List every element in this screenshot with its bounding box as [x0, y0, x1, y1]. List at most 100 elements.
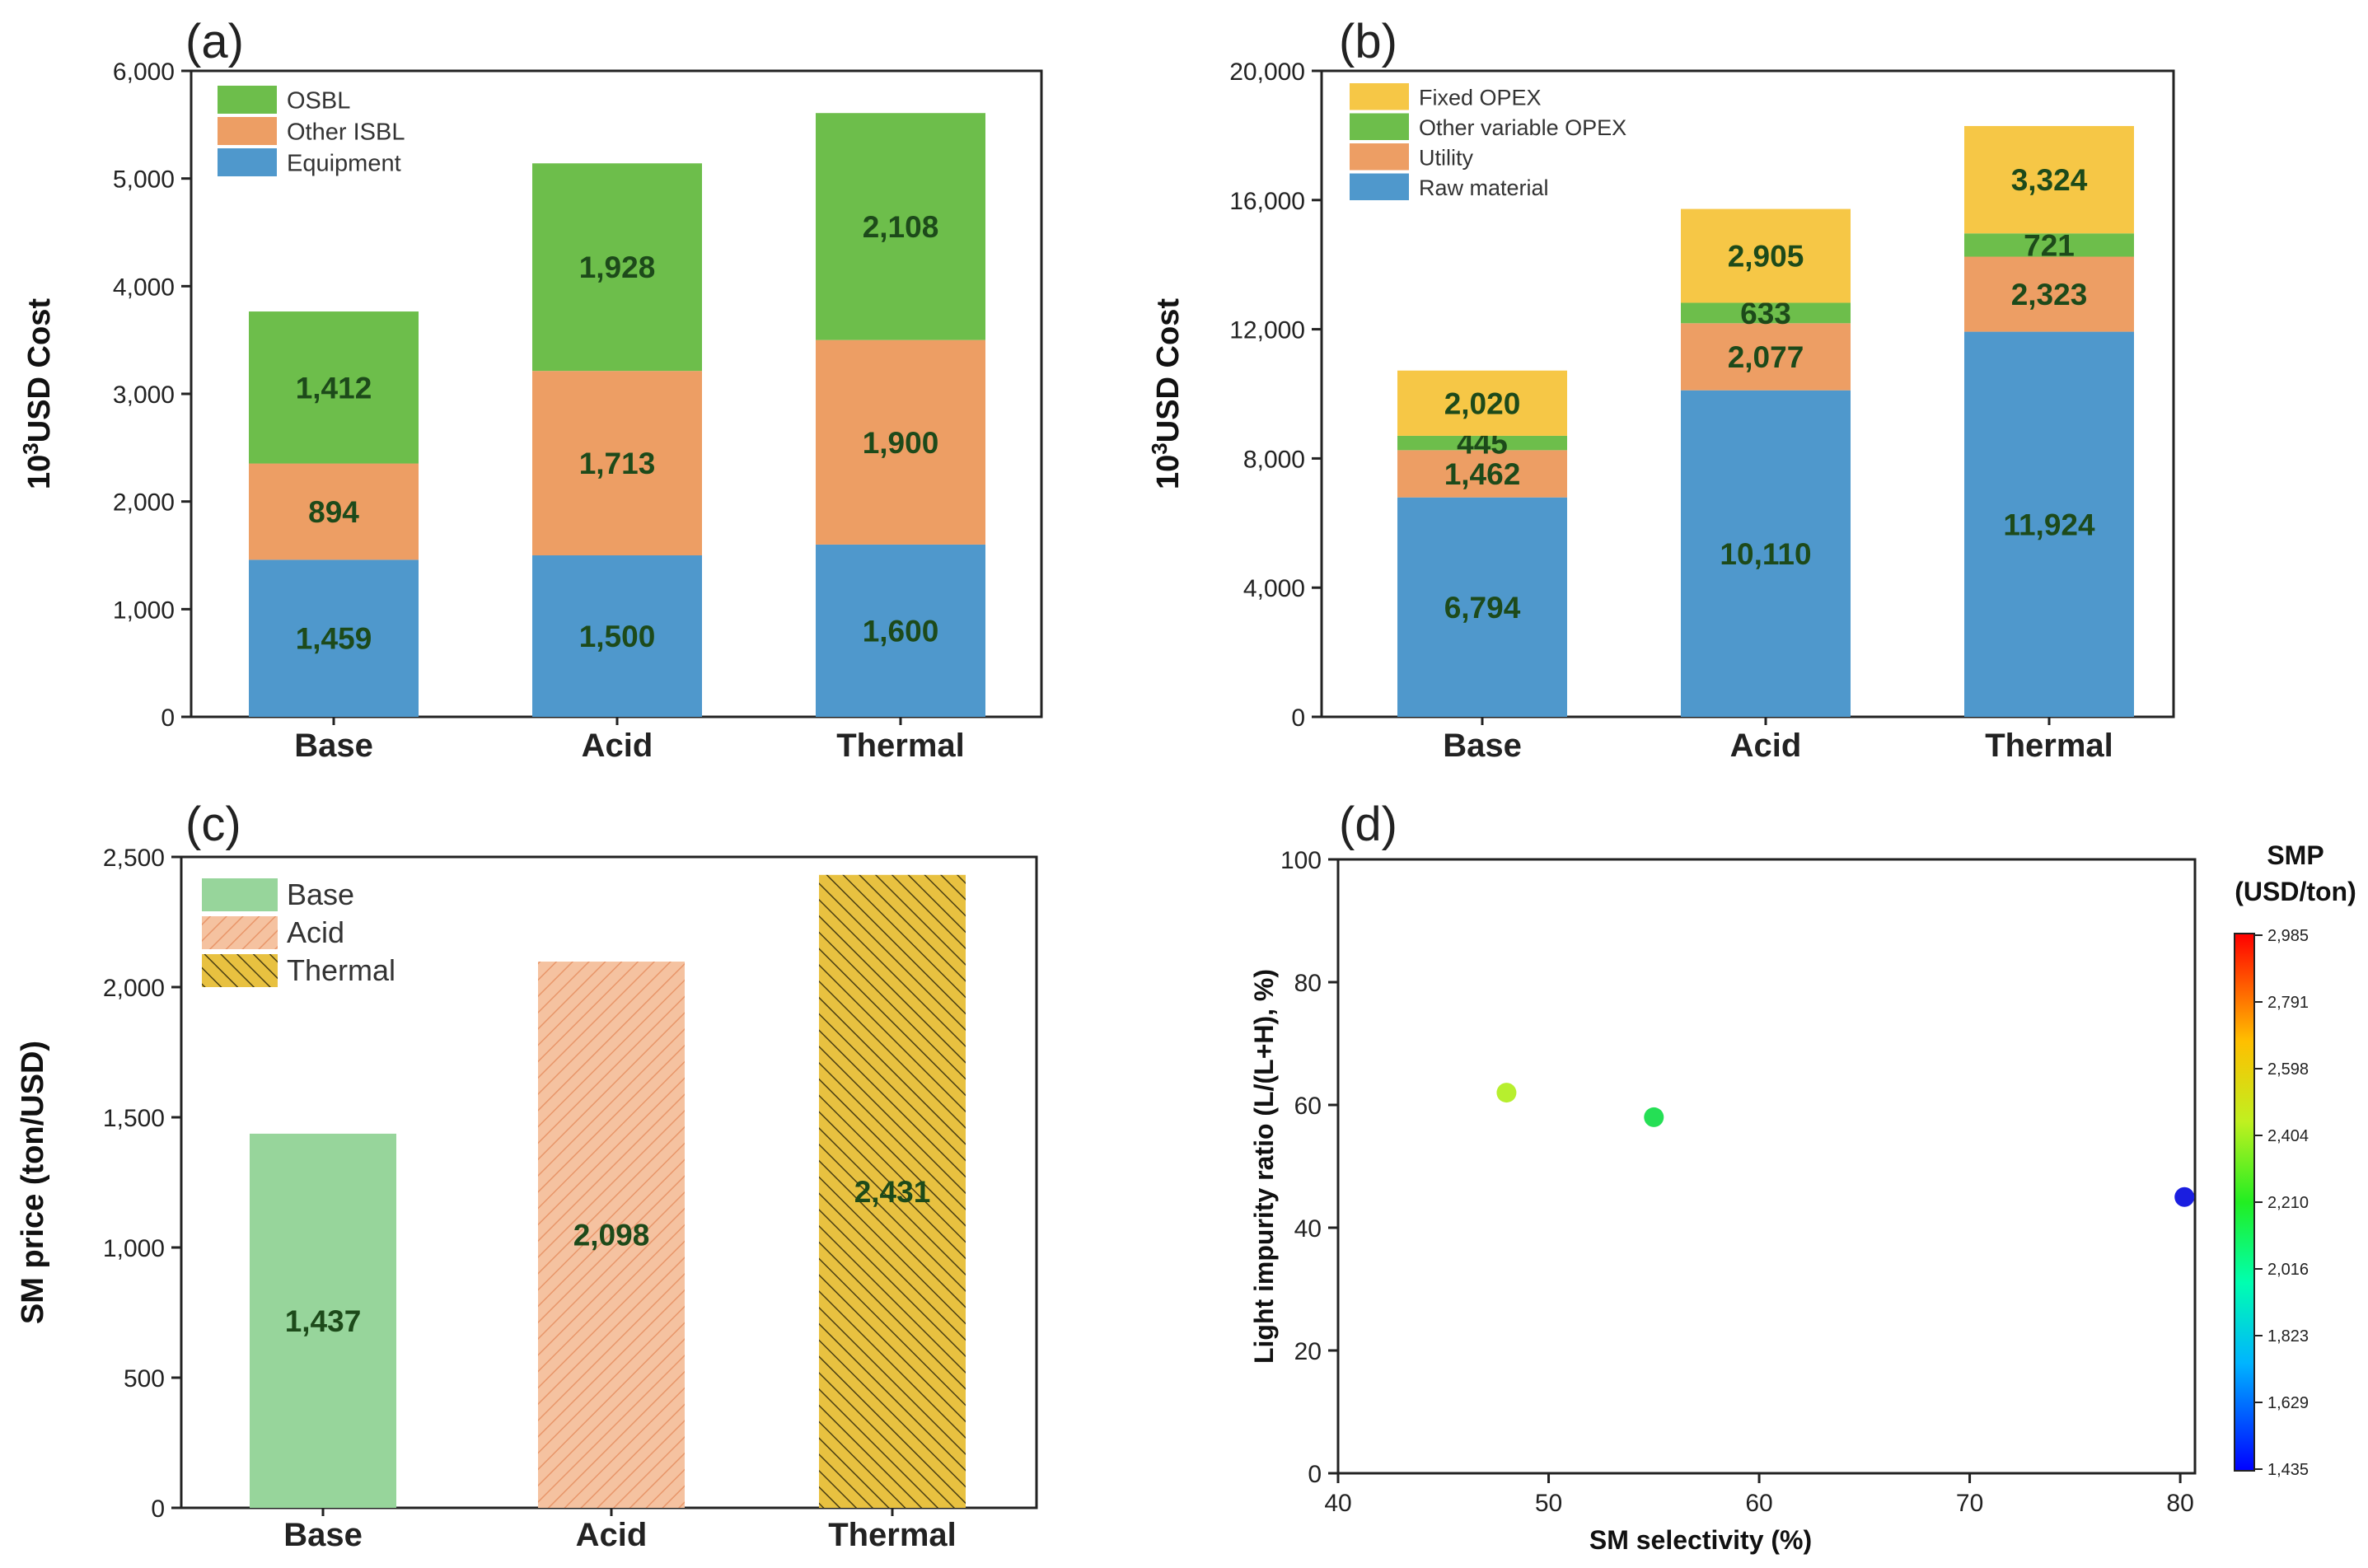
data-label: 1,500: [579, 620, 656, 653]
x-tick-label: Thermal: [1985, 728, 2113, 764]
bar-segment: [1397, 450, 1567, 498]
y-tick-label: 0: [151, 1495, 165, 1523]
legend-label: Raw material: [1419, 176, 1549, 200]
bar-segment: [532, 163, 702, 372]
y-tick-label: 0: [161, 704, 175, 732]
bar-segment: [1397, 435, 1567, 451]
bar-segment: [249, 559, 419, 717]
bar-segment: [1397, 370, 1567, 436]
data-label: 11,924: [2003, 508, 2095, 541]
y-tick-label: 6,000: [113, 59, 175, 86]
legend-swatch: [202, 954, 278, 987]
y-tick-label: 4,000: [1243, 575, 1305, 602]
x-tick-label: 80: [2166, 1490, 2193, 1517]
panel-d: (d) 0 20 40 60 80 100 40 50 60 70 80 SM selectivity …: [1249, 798, 2356, 1555]
legend-label: Base: [287, 878, 354, 911]
legend-swatch: [1350, 113, 1409, 140]
plot-frame: [1336, 858, 2197, 1475]
x-tick-label: Thermal: [836, 728, 965, 764]
x-tick-label: Base: [283, 1517, 363, 1553]
x-tick-label: 60: [1745, 1490, 1772, 1517]
y-tick-label: 500: [124, 1365, 165, 1392]
panel-b: (b) 0 4,000 8,000 12,000 16,000 20,000 103USD C…: [1147, 15, 2175, 764]
x-tick-label: Acid: [576, 1517, 648, 1553]
y-axis-label: SM price (ton/USD): [16, 1041, 50, 1324]
y-tick-label: 20,000: [1229, 59, 1305, 86]
y-tick-label: 20: [1294, 1338, 1322, 1365]
colorbar-tick-label: 1,629: [2267, 1394, 2309, 1412]
y-tick-label: 2,000: [113, 489, 175, 517]
legend-label: Other variable OPEX: [1419, 115, 1626, 140]
data-label: 894: [308, 495, 359, 529]
bar-segment: [1964, 125, 2134, 234]
y-axis-label: 103USD Cost: [18, 298, 57, 489]
legend-label: Thermal: [287, 953, 395, 987]
y-axis-label: 103USD Cost: [1147, 298, 1186, 489]
legend-label: Other ISBL: [287, 119, 405, 145]
data-label: 10,110: [1720, 537, 1811, 571]
bar-segment: [816, 544, 985, 717]
y-tick-label: 2,500: [103, 845, 165, 872]
y-tick-label: 40: [1294, 1215, 1322, 1243]
x-tick-label: 50: [1535, 1490, 1562, 1517]
panel-a: (a) 0 1,000 2,000 3,000 4,000 5,000 6,000 103USD…: [18, 15, 1043, 764]
colorbar-tick-label: 1,823: [2267, 1327, 2309, 1346]
colorbar-tick-label: 2,791: [2267, 994, 2309, 1012]
y-tick-label: 3,000: [113, 381, 175, 409]
data-label: 1,928: [579, 250, 656, 284]
colorbar-unit: (USD/ton): [2235, 877, 2356, 906]
legend-swatch: [218, 148, 277, 176]
x-tick-label: Base: [294, 728, 373, 764]
y-tick-label: 1,000: [103, 1235, 165, 1262]
x-tick-label: Base: [1443, 728, 1522, 764]
panel-label: (a): [185, 15, 244, 68]
data-label: 1,412: [296, 371, 372, 405]
scatter-point: [1644, 1107, 1664, 1127]
bar-segment: [816, 113, 985, 340]
legend-label: Equipment: [287, 150, 401, 176]
y-tick-label: 0: [1308, 1461, 1322, 1488]
legend-swatch: [218, 86, 277, 114]
colorbar-tick-label: 2,598: [2267, 1060, 2309, 1079]
y-tick-label: 100: [1280, 847, 1322, 874]
colorbar-tick-label: 2,016: [2267, 1261, 2309, 1279]
y-tick-label: 1,500: [103, 1105, 165, 1132]
y-tick-label: 80: [1294, 970, 1322, 997]
y-tick-label: 16,000: [1229, 188, 1305, 215]
bar-segment: [1681, 323, 1851, 391]
data-label: 2,108: [863, 210, 939, 244]
data-label: 1,600: [863, 614, 939, 648]
y-tick-label: 5,000: [113, 166, 175, 194]
bar-segment: [1964, 233, 2134, 257]
panel-label: (c): [185, 798, 241, 851]
x-tick-label: Thermal: [828, 1517, 957, 1553]
bar-segment: [1681, 208, 1851, 303]
data-label: 1,713: [579, 447, 656, 480]
y-tick-label: 8,000: [1243, 446, 1305, 473]
x-tick-label: 40: [1324, 1490, 1351, 1517]
colorbar-tick-label: 2,404: [2267, 1127, 2309, 1145]
bar: [819, 874, 966, 1508]
data-label: 3,324: [2011, 163, 2088, 197]
panel-label: (d): [1339, 798, 1397, 851]
legend-swatch: [218, 117, 277, 145]
bar-segment: [1681, 390, 1851, 717]
data-label: 2,020: [1444, 386, 1521, 420]
scatter-point: [1496, 1083, 1517, 1103]
legend-label: Utility: [1419, 145, 1473, 170]
data-label: 2,905: [1728, 240, 1804, 274]
bar-segment: [532, 371, 702, 555]
data-label: 1,459: [296, 622, 372, 656]
y-axis-label: Light impurity ratio (L/(L+H), %): [1249, 969, 1279, 1364]
legend-label: Fixed OPEX: [1419, 85, 1542, 110]
data-label: 2,077: [1728, 340, 1804, 374]
data-label: 2,323: [2011, 278, 2088, 311]
colorbar-tick-label: 2,985: [2267, 927, 2309, 945]
colorbar-tick-label: 1,435: [2267, 1461, 2309, 1479]
data-label: 1,900: [863, 426, 939, 460]
legend-label: Acid: [287, 915, 344, 949]
x-tick-label: Acid: [1730, 728, 1802, 764]
data-label: 1,462: [1444, 457, 1521, 491]
data-label: 2,431: [854, 1175, 931, 1209]
